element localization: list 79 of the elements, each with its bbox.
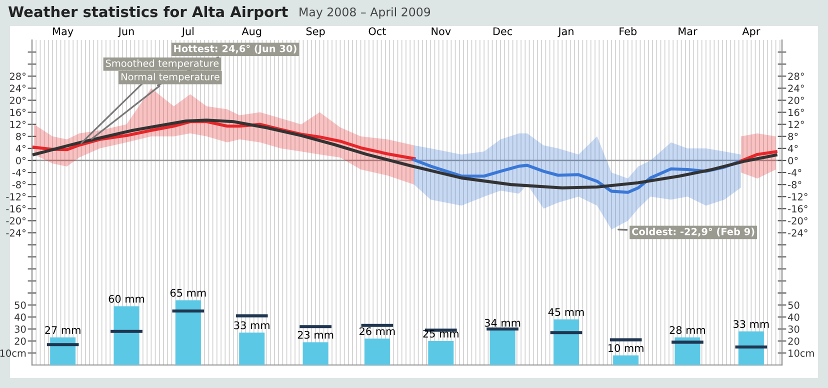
y-tick-label: -20° <box>6 217 26 225</box>
y2-tick-label: 16° <box>788 108 804 116</box>
y2-tick-label: 28° <box>788 72 804 80</box>
line-series <box>32 118 778 190</box>
y-tick-label: -12° <box>6 193 26 200</box>
y-tick-label: 28° <box>10 72 26 80</box>
x-tick-label: Nov <box>432 27 451 36</box>
annotation: 45 mm <box>548 308 584 316</box>
y2-tick-label: -4° <box>788 169 802 176</box>
annotation: 23 mm <box>298 330 334 339</box>
bar <box>554 319 579 365</box>
bar <box>175 300 201 365</box>
y2-tick-label: -16° <box>788 205 808 212</box>
x-tick-label: Apr <box>742 27 760 38</box>
x-tick-label: Mar <box>678 27 698 36</box>
x-tick-label: May <box>53 27 74 38</box>
y2-tick-label: 24° <box>788 84 804 92</box>
bar <box>114 306 140 365</box>
y-tick-label: -4° <box>12 169 26 176</box>
y-tick-label: -24° <box>6 229 26 236</box>
y2-tick-label: 12° <box>788 120 804 128</box>
x-tick-label: Dec <box>493 27 512 36</box>
y-tick-label: 20° <box>10 96 26 104</box>
y-tick-label: 50 <box>14 301 26 309</box>
x-tick-label: Jul <box>181 27 194 38</box>
bar <box>239 332 265 365</box>
y2-tick-label: 30 <box>788 325 800 333</box>
y-tick-label: 0° <box>16 156 26 164</box>
y-tick-label: 16° <box>10 108 26 116</box>
y2-tick-label: 20° <box>788 96 804 104</box>
annotation: Hottest: 24,6° (Jun 30) <box>174 44 296 54</box>
bar <box>302 342 328 365</box>
annotation: 33 mm <box>734 320 769 328</box>
bar <box>364 338 390 365</box>
y2-tick-label: 50 <box>788 301 800 309</box>
y-tick-label: 24° <box>10 84 26 92</box>
y-tick-label: 12° <box>10 120 26 128</box>
x-tick-label: Aug <box>242 27 262 38</box>
annotation: Coldest: -22,9° (Feb 9) <box>632 228 754 237</box>
y2-tick-label: 40 <box>788 313 800 321</box>
y-tick-label: 10cm <box>0 349 26 357</box>
y-tick-label: 30 <box>14 325 26 333</box>
y2-tick-label: 20 <box>788 337 800 345</box>
y-tick-label: -16° <box>6 205 26 212</box>
y-tick-label: -8° <box>12 181 26 188</box>
y-tick-label: 20 <box>14 337 26 345</box>
annotation: 65 mm <box>170 288 206 297</box>
x-tick-label: Oct <box>368 27 386 36</box>
bar <box>428 341 454 365</box>
annotation: 26 mm <box>360 327 395 336</box>
y-tick-label: 4° <box>16 144 26 152</box>
y2-tick-label: -12° <box>788 193 808 200</box>
annotation: 10 mm <box>608 344 644 352</box>
y-tick-label: 40 <box>14 313 26 321</box>
annotation: Smoothed temperature <box>106 59 219 69</box>
annotation: Normal temperature <box>121 72 220 82</box>
y2-tick-label: 8° <box>788 132 798 140</box>
annotation: 27 mm <box>45 326 80 334</box>
bar <box>738 331 764 365</box>
y2-tick-label: 0° <box>788 156 798 164</box>
x-tick-label: Feb <box>620 27 637 36</box>
annotation: 28 mm <box>670 326 706 334</box>
annotation: 33 mm <box>234 321 270 330</box>
x-tick-label: Sep <box>306 27 325 38</box>
chart-title: Weather statistics for Alta Airport <box>8 6 288 20</box>
annotation: 25 mm <box>423 330 458 338</box>
annotation: 60 mm <box>108 294 144 303</box>
x-tick-label: Jun <box>118 27 134 38</box>
bar <box>490 330 516 365</box>
chart-subtitle: May 2008 – April 2009 <box>300 7 430 19</box>
bar <box>613 355 639 365</box>
y2-tick-label: 10cm <box>788 349 814 357</box>
x-tick-label: Jan <box>558 27 574 38</box>
y-tick-label: 8° <box>16 132 26 140</box>
y2-tick-label: -20° <box>788 217 808 225</box>
y2-tick-label: -24° <box>788 229 808 236</box>
annotation: 34 mm <box>484 318 520 327</box>
y2-tick-label: -8° <box>788 181 802 188</box>
y2-tick-label: 4° <box>788 144 798 152</box>
